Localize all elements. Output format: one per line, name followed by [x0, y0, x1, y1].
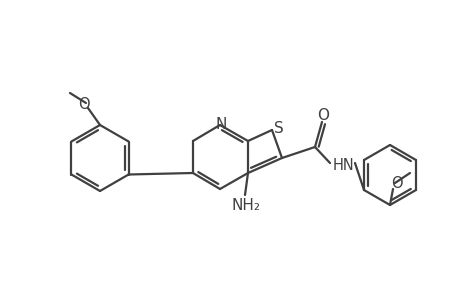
Text: N: N: [215, 116, 226, 131]
Text: O: O: [390, 176, 402, 191]
Text: O: O: [78, 97, 90, 112]
Text: O: O: [316, 107, 328, 122]
Text: S: S: [274, 121, 283, 136]
Text: HN: HN: [332, 158, 354, 172]
Text: NH₂: NH₂: [231, 197, 260, 212]
